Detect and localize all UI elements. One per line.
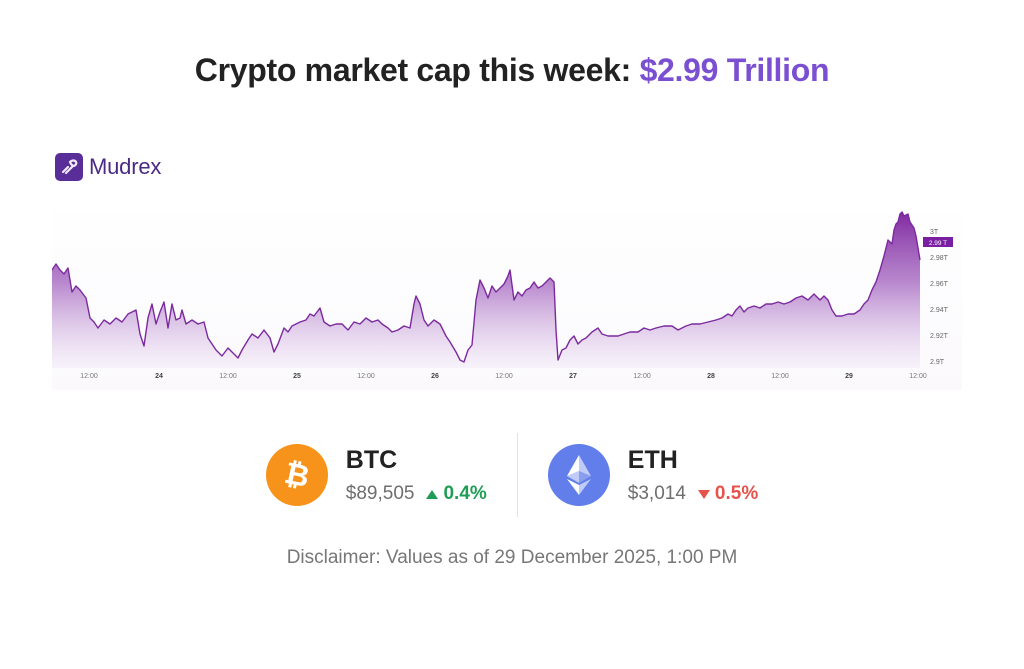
title-market-cap-value: $2.99 Trillion (639, 52, 830, 88)
coin-btc: ₿ BTC $89,505 0.4% (265, 433, 487, 517)
x-tick: 26 (431, 373, 439, 380)
ethereum-icon (547, 444, 610, 506)
disclaimer: Disclaimer: Values as of 29 December 202… (286, 547, 738, 568)
x-tick: 12:00 (771, 373, 789, 380)
coin-change-value: 0.4% (443, 483, 487, 504)
page-title: Crypto market cap this week: $2.99 Trill… (0, 52, 1024, 89)
x-tick: 12:00 (909, 373, 927, 380)
mudrex-logo-icon (55, 153, 83, 181)
x-tick: 29 (845, 373, 853, 380)
y-tick: 2.92T (930, 333, 949, 340)
chart-line (52, 211, 921, 363)
coin-price: $3,014 (627, 483, 686, 504)
brand-name: Mudrex (89, 154, 162, 179)
y-tick: 2.94T (930, 307, 949, 314)
bitcoin-icon: ₿ (265, 444, 328, 506)
coin-symbol: BTC (345, 446, 398, 474)
coin-price: $89,505 (345, 483, 415, 504)
divider (516, 433, 518, 517)
x-tick: 12:00 (219, 373, 237, 380)
coin-change-value: 0.5% (714, 483, 759, 504)
x-tick: 27 (569, 373, 577, 380)
y-tick: 2.98T (930, 255, 949, 262)
x-tick: 12:00 (357, 373, 375, 380)
market-cap-area-chart: 3T 2.98T 2.96T 2.94T 2.92T 2.9T 2.99 T 1… (52, 200, 962, 390)
y-axis: 3T 2.98T 2.96T 2.94T 2.92T 2.9T (930, 229, 949, 366)
current-value-label: 2.99 T (929, 240, 947, 247)
x-tick: 28 (707, 373, 715, 380)
x-tick: 12:00 (495, 373, 513, 380)
svg-text:₿: ₿ (281, 457, 312, 493)
arrow-down-icon (697, 489, 710, 499)
x-tick: 12:00 (80, 373, 98, 380)
coin-eth: ETH $3,014 0.5% (547, 433, 759, 517)
x-tick: 12:00 (633, 373, 651, 380)
y-tick: 2.9T (930, 359, 945, 366)
brand: Mudrex (55, 153, 161, 181)
coin-change: 0.5% (697, 483, 759, 505)
x-tick: 25 (293, 373, 301, 380)
chart-area-fill (52, 212, 920, 368)
coin-summary: ₿ BTC $89,505 0.4% (0, 433, 1024, 517)
x-tick: 24 (155, 373, 163, 380)
arrow-up-icon (426, 489, 439, 499)
y-tick: 2.96T (930, 281, 949, 288)
current-value-marker: 2.99 T (923, 237, 953, 247)
y-tick: 3T (930, 229, 939, 236)
title-prefix: Crypto market cap this week: (194, 52, 640, 88)
coin-change: 0.4% (426, 483, 487, 505)
market-cap-chart: 3T 2.98T 2.96T 2.94T 2.92T 2.9T 2.99 T 1… (52, 200, 962, 390)
x-axis: 12:00 24 12:00 25 12:00 26 12:00 27 12:0… (80, 373, 927, 380)
coin-symbol: ETH (627, 446, 678, 474)
